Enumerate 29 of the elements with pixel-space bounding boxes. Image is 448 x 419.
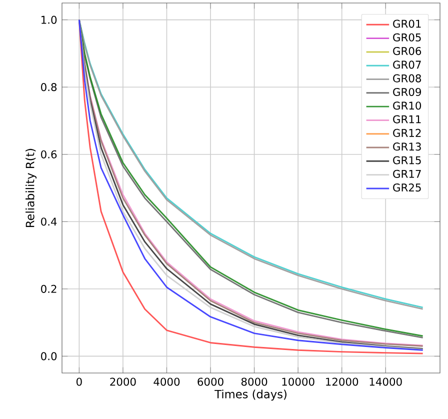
x-tick-label: 12000	[326, 378, 358, 386]
x-tick-label: 6000	[198, 378, 224, 386]
legend-label: GR15	[393, 156, 421, 164]
legend-label: GR11	[393, 115, 421, 124]
legend-label: GR01	[393, 20, 421, 28]
legend-label: GR08	[393, 74, 422, 82]
x-tick-label: 2000	[110, 378, 136, 386]
y-tick-label: 1.0	[42, 16, 57, 24]
y-tick-label: 0.4	[41, 218, 57, 226]
x-axis-title: Times (days)	[214, 390, 286, 401]
y-tick-label: 0.6	[41, 150, 57, 158]
legend-label: GR13	[393, 142, 421, 151]
legend-label: GR06	[393, 46, 422, 56]
y-tick-label: 0.0	[41, 352, 57, 360]
y-tick-label: 0.2	[41, 284, 56, 293]
legend-label: GR10	[393, 102, 422, 110]
x-tick-label: 8000	[241, 378, 268, 386]
legend-label: GR07	[393, 60, 421, 69]
legend-label: GR05	[393, 33, 421, 42]
legend-label: GR25	[393, 183, 421, 192]
legend-label: GR17	[393, 170, 421, 178]
x-tick-label: 4000	[154, 378, 180, 386]
y-axis-title: Reliability R(t)	[26, 148, 37, 227]
legend-label: GR12	[393, 128, 421, 137]
y-tick-label: 0.8	[41, 83, 57, 92]
x-tick-label: 10000	[282, 378, 314, 386]
x-tick-label: 0	[76, 378, 82, 386]
x-tick-label: 14000	[370, 378, 402, 386]
legend-label: GR09	[393, 88, 421, 96]
